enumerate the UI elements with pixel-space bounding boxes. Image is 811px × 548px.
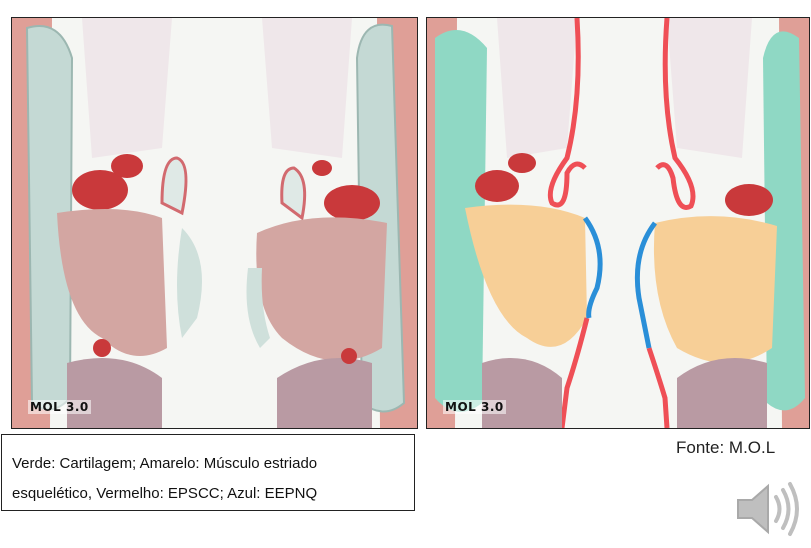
cartilage-right-region [763, 31, 805, 411]
speaker-icon[interactable] [734, 478, 804, 540]
eepnq-left-line [582, 216, 603, 319]
muscle-left-region [465, 204, 587, 347]
histology-image-left: MOL 3.0 [11, 17, 418, 429]
watermark-left: MOL 3.0 [28, 400, 91, 414]
legend-line-1: Verde: Cartilagem; Amarelo: Músculo estr… [12, 455, 318, 472]
legend-caption-box: Verde: Cartilagem; Amarelo: Músculo estr… [1, 434, 415, 511]
annotated-drawing-right [427, 18, 809, 428]
epscc-right-line [655, 18, 696, 210]
muscle-right-region [653, 216, 777, 363]
epscc-left-line [547, 18, 587, 208]
watermark-right: MOL 3.0 [443, 400, 506, 414]
histology-drawing-left [12, 18, 417, 428]
legend-line-2: esquelético, Vermelho: EPSCC; Azul: EEPN… [12, 485, 318, 502]
cartilage-left-region [435, 30, 487, 412]
histology-image-right-annotated: MOL 3.0 [426, 17, 810, 429]
source-label: Fonte: M.O.L [676, 438, 776, 457]
eepnq-right-line [634, 221, 658, 349]
